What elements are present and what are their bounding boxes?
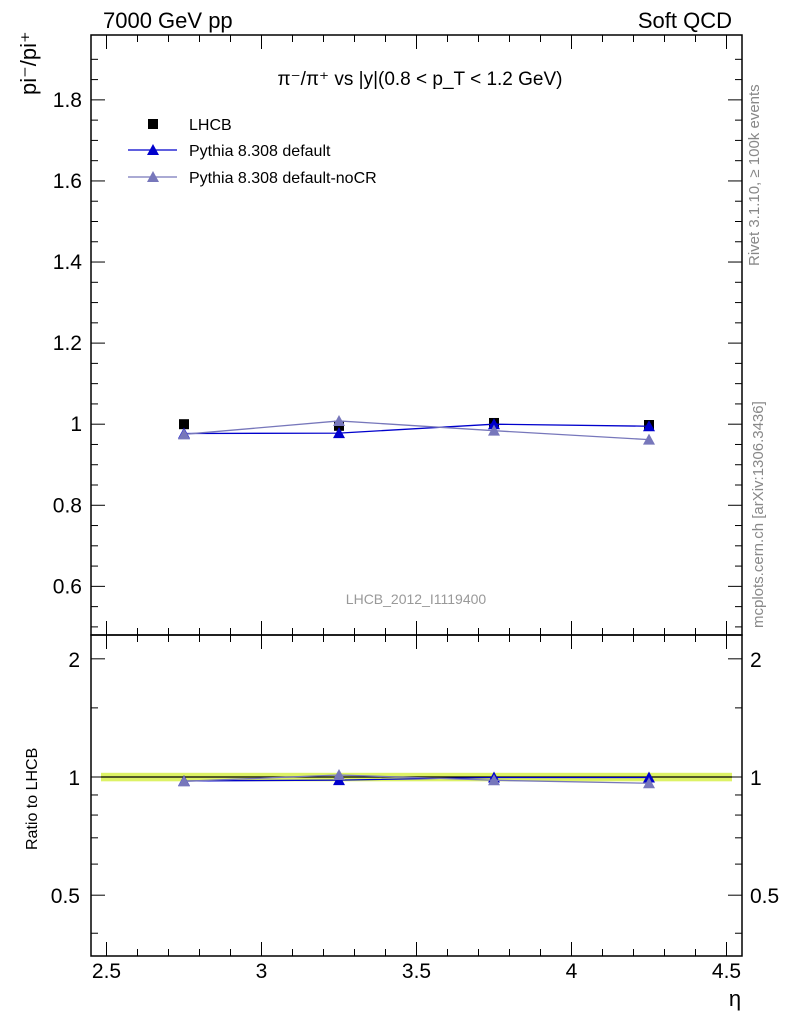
ratio-series-line [183, 776, 649, 782]
y-tick-label: 1.2 [53, 332, 82, 355]
y-axis-label: pi⁻/pi⁺ [16, 31, 41, 95]
x-tick-label: 4.5 [712, 960, 741, 983]
ratio-data-point [643, 777, 655, 789]
ratio-tick-label: 1 [750, 767, 762, 790]
y-tick-label: 0.6 [53, 575, 82, 598]
x-tick-label: 3.5 [402, 960, 431, 983]
legend-marker [147, 171, 159, 182]
x-tick-label: 4 [566, 960, 578, 983]
ratio-tick-label: 2 [68, 649, 80, 672]
legend-label: Pythia 8.308 default-noCR [189, 170, 377, 187]
y-tick-label: 0.8 [53, 494, 82, 517]
x-tick-label: 3 [256, 960, 268, 983]
legend-marker [147, 144, 159, 155]
data-point-pythia [333, 427, 345, 439]
plot-title: π⁻/π⁺ vs |y|(0.8 < p_T < 1.2 GeV) [278, 69, 563, 90]
y-tick-label: 1.6 [53, 170, 82, 193]
ratio-data-point [488, 774, 500, 786]
data-point-pythia [643, 420, 655, 432]
main-plot: 0.6 0.8 1 1.2 1.4 1.6 1.8 pi⁻/pi⁺ π⁻/π⁺ vs |y|(0… [16, 31, 743, 636]
x-axis-label: η [729, 986, 741, 1011]
header-left-label: 7000 GeV pp [103, 8, 233, 33]
data-point-pythia [643, 433, 655, 445]
x-tick-label: 2.5 [92, 960, 121, 983]
ratio-tick-label: 1 [68, 767, 80, 790]
y-tick-label: 1.4 [53, 251, 83, 274]
legend-label: LHCB [189, 117, 232, 134]
legend-marker [148, 119, 158, 129]
y-tick-label: 1.8 [53, 89, 82, 112]
legend-label: Pythia 8.308 default [189, 143, 331, 160]
series-line [183, 423, 650, 435]
ratio-axis-label: Ratio to LHCB [24, 748, 41, 850]
ratio-tick-label: 0.5 [51, 885, 80, 908]
header-right-label: Soft QCD [637, 8, 732, 33]
data-point-pythia [488, 424, 500, 436]
ratio-data-point [643, 771, 655, 783]
ratio-frame [90, 634, 743, 957]
ratio-data-point [178, 775, 190, 787]
data-point-pythia [178, 428, 190, 440]
series-line [183, 420, 650, 441]
ratio-tick-label: 0.5 [750, 885, 779, 908]
y-tick-label: 1 [70, 413, 82, 436]
data-point-pythia [333, 414, 345, 426]
data-point-pythia [488, 418, 500, 430]
ratio-series-line [183, 774, 650, 784]
ratio-tick-label: 2 [750, 649, 762, 672]
data-point-lhcb [179, 419, 189, 430]
analysis-watermark: LHCB_2012_I1119400 [346, 591, 487, 607]
ratio-plot: 2.5 3 3.5 4 4.5 0.5 0.5 1 1 2 2 Ratio to LHCB η [24, 634, 779, 1011]
ratio-data-point [333, 768, 345, 780]
